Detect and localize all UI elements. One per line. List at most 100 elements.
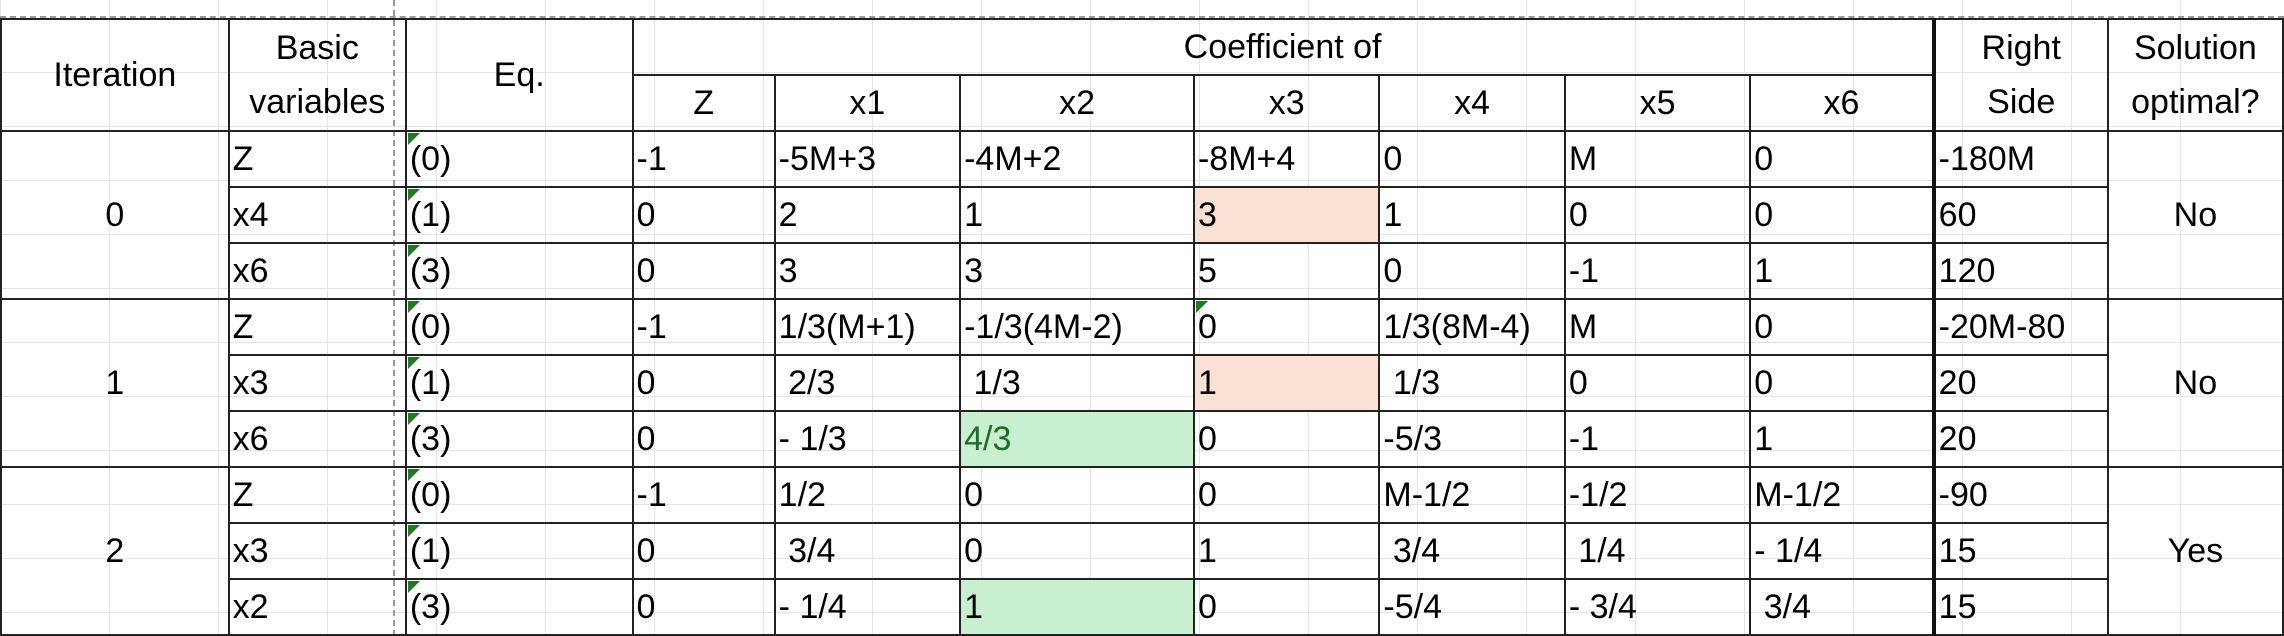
coefficient-cell[interactable]: 0 [1192, 578, 1381, 636]
coefficient-cell[interactable]: 0 [1749, 298, 1935, 356]
coefficient-cell[interactable]: 1/3(M+1) [773, 298, 962, 356]
coefficient-cell[interactable]: 0 [1192, 298, 1381, 356]
equation-cell[interactable]: (1) [404, 186, 634, 244]
solution-optimal-cell[interactable]: Yes [2106, 466, 2284, 636]
coefficient-cell[interactable]: 1 [1192, 522, 1381, 580]
iteration-cell[interactable]: 2 [0, 466, 230, 636]
equation-cell[interactable]: (0) [404, 298, 634, 356]
coefficient-cell[interactable]: 4/3 [959, 410, 1195, 468]
header-solution-optimal[interactable]: Solution optimal? [2106, 18, 2284, 132]
coefficient-cell[interactable]: 1 [1749, 410, 1935, 468]
basic-variable-cell[interactable]: x6 [227, 242, 407, 300]
coefficient-cell[interactable]: 0 [631, 578, 776, 636]
coefficient-cell[interactable]: 1/2 [773, 466, 962, 524]
header-iteration[interactable]: Iteration [0, 18, 230, 132]
header-col-x3[interactable]: x3 [1192, 74, 1381, 132]
header-col-z[interactable]: Z [631, 74, 776, 132]
coefficient-cell[interactable]: 1/3 [1378, 354, 1566, 412]
basic-variable-cell[interactable]: Z [227, 466, 407, 524]
coefficient-cell[interactable]: 5 [1192, 242, 1381, 300]
coefficient-cell[interactable]: 0 [1192, 410, 1381, 468]
coefficient-cell[interactable]: 0 [1749, 130, 1935, 188]
equation-cell[interactable]: (0) [404, 130, 634, 188]
coefficient-cell[interactable]: -1 [631, 298, 776, 356]
coefficient-cell[interactable]: 3/4 [1378, 522, 1566, 580]
coefficient-cell[interactable]: 3 [773, 242, 962, 300]
coefficient-cell[interactable]: 0 [959, 522, 1195, 580]
coefficient-cell[interactable]: 0 [631, 186, 776, 244]
coefficient-cell[interactable]: 0 [631, 354, 776, 412]
coefficient-cell[interactable]: 0 [631, 522, 776, 580]
coefficient-cell[interactable]: - 3/4 [1563, 578, 1752, 636]
iteration-cell[interactable]: 1 [0, 298, 230, 468]
coefficient-cell[interactable]: M-1/2 [1378, 466, 1566, 524]
coefficient-cell[interactable]: -5/3 [1378, 410, 1566, 468]
header-coefficient-of[interactable]: Coefficient of [631, 18, 1935, 76]
header-col-x1[interactable]: x1 [773, 74, 962, 132]
right-side-cell[interactable]: -90 [1931, 466, 2109, 524]
coefficient-cell[interactable]: M-1/2 [1749, 466, 1935, 524]
basic-variable-cell[interactable]: x3 [227, 354, 407, 412]
right-side-cell[interactable]: 15 [1931, 578, 2109, 636]
right-side-cell[interactable]: 60 [1931, 186, 2109, 244]
equation-cell[interactable]: (0) [404, 466, 634, 524]
right-side-cell[interactable]: -180M [1931, 130, 2109, 188]
coefficient-cell[interactable]: 0 [1192, 466, 1381, 524]
coefficient-cell[interactable]: 0 [1749, 354, 1935, 412]
coefficient-cell[interactable]: 1/3(8M-4) [1378, 298, 1566, 356]
coefficient-cell[interactable]: 1 [959, 186, 1195, 244]
header-col-x4[interactable]: x4 [1378, 74, 1566, 132]
coefficient-cell[interactable]: 1/3 [959, 354, 1195, 412]
coefficient-cell[interactable]: 1 [1378, 186, 1566, 244]
coefficient-cell[interactable]: 3 [959, 242, 1195, 300]
equation-cell[interactable]: (3) [404, 578, 634, 636]
coefficient-cell[interactable]: -8M+4 [1192, 130, 1381, 188]
coefficient-cell[interactable]: 1 [1192, 354, 1381, 412]
coefficient-cell[interactable]: -4M+2 [959, 130, 1195, 188]
right-side-cell[interactable]: 120 [1931, 242, 2109, 300]
right-side-cell[interactable]: 15 [1931, 522, 2109, 580]
coefficient-cell[interactable]: -1 [631, 130, 776, 188]
header-col-x5[interactable]: x5 [1563, 74, 1752, 132]
coefficient-cell[interactable]: M [1563, 130, 1752, 188]
coefficient-cell[interactable]: 1 [1749, 242, 1935, 300]
coefficient-cell[interactable]: 0 [959, 466, 1195, 524]
right-side-cell[interactable]: 20 [1931, 410, 2109, 468]
equation-cell[interactable]: (1) [404, 522, 634, 580]
equation-cell[interactable]: (3) [404, 410, 634, 468]
header-col-x6[interactable]: x6 [1749, 74, 1935, 132]
header-basic-variables[interactable]: Basic variables [227, 18, 407, 132]
coefficient-cell[interactable]: 0 [1378, 242, 1566, 300]
basic-variable-cell[interactable]: Z [227, 298, 407, 356]
coefficient-cell[interactable]: -5M+3 [773, 130, 962, 188]
solution-optimal-cell[interactable]: No [2106, 130, 2284, 300]
header-col-x2[interactable]: x2 [959, 74, 1195, 132]
coefficient-cell[interactable]: 3/4 [773, 522, 962, 580]
header-right-side[interactable]: Right Side [1931, 18, 2109, 132]
coefficient-cell[interactable]: - 1/4 [773, 578, 962, 636]
coefficient-cell[interactable]: 2/3 [773, 354, 962, 412]
coefficient-cell[interactable]: 3 [1192, 186, 1381, 244]
right-side-cell[interactable]: 20 [1931, 354, 2109, 412]
basic-variable-cell[interactable]: x2 [227, 578, 407, 636]
basic-variable-cell[interactable]: x3 [227, 522, 407, 580]
equation-cell[interactable]: (3) [404, 242, 634, 300]
coefficient-cell[interactable]: -5/4 [1378, 578, 1566, 636]
header-eq[interactable]: Eq. [404, 18, 634, 132]
coefficient-cell[interactable]: -1/2 [1563, 466, 1752, 524]
right-side-cell[interactable]: -20M-80 [1931, 298, 2109, 356]
coefficient-cell[interactable]: 3/4 [1749, 578, 1935, 636]
coefficient-cell[interactable]: - 1/3 [773, 410, 962, 468]
basic-variable-cell[interactable]: Z [227, 130, 407, 188]
basic-variable-cell[interactable]: x4 [227, 186, 407, 244]
coefficient-cell[interactable]: 0 [631, 242, 776, 300]
equation-cell[interactable]: (1) [404, 354, 634, 412]
iteration-cell[interactable]: 0 [0, 130, 230, 300]
coefficient-cell[interactable]: 0 [1563, 186, 1752, 244]
coefficient-cell[interactable]: M [1563, 298, 1752, 356]
coefficient-cell[interactable]: 0 [1378, 130, 1566, 188]
coefficient-cell[interactable]: 1/4 [1563, 522, 1752, 580]
basic-variable-cell[interactable]: x6 [227, 410, 407, 468]
coefficient-cell[interactable]: 0 [631, 410, 776, 468]
coefficient-cell[interactable]: 0 [1563, 354, 1752, 412]
